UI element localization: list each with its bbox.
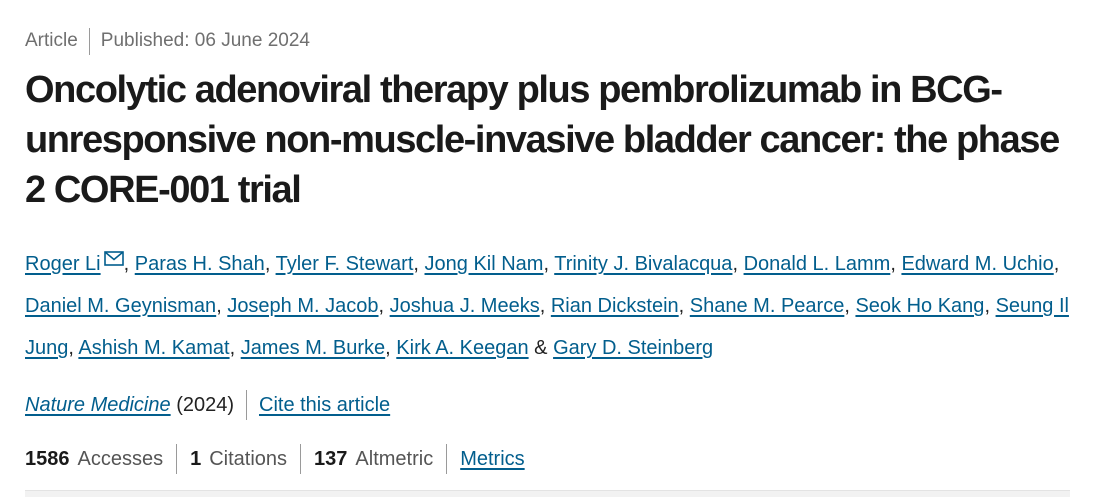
author-link[interactable]: Donald L. Lamm	[743, 253, 891, 275]
meta-divider	[88, 27, 90, 55]
altmetric-label: Altmetric	[355, 447, 434, 470]
article-type: Article	[25, 30, 78, 51]
metrics-divider	[300, 444, 302, 474]
mail-icon[interactable]	[103, 239, 124, 281]
author-link[interactable]: Tyler F. Stewart	[275, 253, 414, 275]
author-link[interactable]: Trinity J. Bivalacqua	[554, 253, 733, 275]
journal-year: (2024)	[176, 393, 234, 416]
next-section-edge	[25, 490, 1070, 497]
article-meta: Article Published: 06 June 2024	[25, 26, 1070, 56]
citations-label: Citations	[209, 447, 288, 470]
author-link[interactable]: Joseph M. Jacob	[227, 295, 379, 317]
author-link[interactable]: Rian Dickstein	[550, 295, 679, 317]
author-link[interactable]: Joshua J. Meeks	[389, 295, 540, 317]
author-link[interactable]: Shane M. Pearce	[689, 295, 845, 317]
article-header: Article Published: 06 June 2024 Oncolyti…	[25, 26, 1070, 475]
cite-article-link[interactable]: Cite this article	[259, 393, 391, 416]
metrics-link[interactable]: Metrics	[460, 447, 525, 470]
author-link[interactable]: Paras H. Shah	[134, 253, 265, 275]
author-link[interactable]: Seok Ho Kang	[855, 295, 985, 317]
accesses-label: Accesses	[77, 447, 164, 470]
article-metrics: 1586 Accesses 1 Citations 137 Altmetric …	[25, 443, 1070, 475]
author-link[interactable]: Kirk A. Keegan	[396, 337, 529, 359]
metrics-divider	[446, 444, 448, 474]
citations-count: 1	[190, 447, 202, 470]
author-link[interactable]: Seung Il Jung	[25, 295, 1069, 359]
journal-name-link[interactable]: Nature Medicine	[25, 393, 171, 416]
altmetric-count: 137	[314, 447, 348, 470]
author-link[interactable]: James M. Burke	[240, 337, 386, 359]
author-link[interactable]: Gary D. Steinberg	[553, 337, 714, 359]
author-link[interactable]: Daniel M. Geynisman	[25, 295, 217, 317]
metrics-divider	[176, 444, 178, 474]
accesses-count: 1586	[25, 447, 70, 470]
article-title: Oncolytic adenoviral therapy plus pembro…	[25, 69, 1060, 211]
publish-date: Published: 06 June 2024	[100, 30, 310, 51]
journal-line: Nature Medicine (2024) Cite this article	[25, 389, 1070, 421]
author-link[interactable]: Roger Li	[25, 253, 101, 275]
author-link[interactable]: Jong Kil Nam	[424, 253, 544, 275]
author-list: Roger Li, Paras H. Shah, Tyler F. Stewar…	[25, 239, 1070, 369]
author-link[interactable]: Edward M. Uchio	[901, 253, 1054, 275]
author-link[interactable]: Ashish M. Kamat	[78, 337, 230, 359]
journal-divider	[246, 390, 247, 420]
